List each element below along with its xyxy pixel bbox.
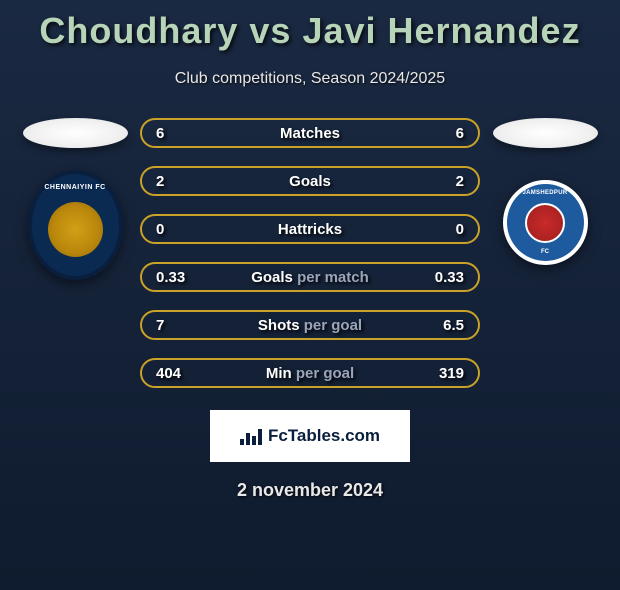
stat-right-value: 6 <box>424 125 464 142</box>
left-column <box>25 118 125 280</box>
stat-label: Goals <box>289 173 331 190</box>
stat-left-value: 0 <box>156 221 196 238</box>
left-crest-inner <box>48 202 103 257</box>
subtitle: Club competitions, Season 2024/2025 <box>0 70 620 88</box>
stat-row: 6 Matches 6 <box>140 118 480 148</box>
stat-left-value: 0.33 <box>156 269 196 286</box>
stat-left-value: 7 <box>156 317 196 334</box>
right-team-crest <box>503 180 588 265</box>
stat-label: Goals per match <box>251 269 369 286</box>
stat-row: 0.33 Goals per match 0.33 <box>140 262 480 292</box>
stat-right-value: 0.33 <box>424 269 464 286</box>
stat-right-value: 2 <box>424 173 464 190</box>
stat-row: 2 Goals 2 <box>140 166 480 196</box>
stat-label: Shots per goal <box>258 317 362 334</box>
footer-brand-box: FcTables.com <box>210 410 410 462</box>
footer-brand-text: FcTables.com <box>268 426 380 446</box>
stat-right-value: 6.5 <box>424 317 464 334</box>
page-title: Choudhary vs Javi Hernandez <box>0 10 620 52</box>
stat-row: 7 Shots per goal 6.5 <box>140 310 480 340</box>
stat-right-value: 319 <box>424 365 464 382</box>
stat-row: 0 Hattricks 0 <box>140 214 480 244</box>
chart-icon <box>240 427 262 445</box>
right-ellipse <box>493 118 598 148</box>
stat-left-value: 2 <box>156 173 196 190</box>
date-text: 2 november 2024 <box>0 480 620 501</box>
stat-left-value: 404 <box>156 365 196 382</box>
left-team-crest <box>28 170 123 280</box>
stat-left-value: 6 <box>156 125 196 142</box>
stat-right-value: 0 <box>424 221 464 238</box>
right-crest-inner <box>525 203 565 243</box>
right-column <box>495 118 595 265</box>
stat-row: 404 Min per goal 319 <box>140 358 480 388</box>
stat-label: Hattricks <box>278 221 342 238</box>
stat-label: Matches <box>280 125 340 142</box>
left-ellipse <box>23 118 128 148</box>
stats-list: 6 Matches 6 2 Goals 2 0 Hattricks 0 0.33 Goals per… <box>140 118 480 388</box>
main-content: 6 Matches 6 2 Goals 2 0 Hattricks 0 0.33 Goals per… <box>0 118 620 388</box>
stat-label: Min per goal <box>266 365 354 382</box>
